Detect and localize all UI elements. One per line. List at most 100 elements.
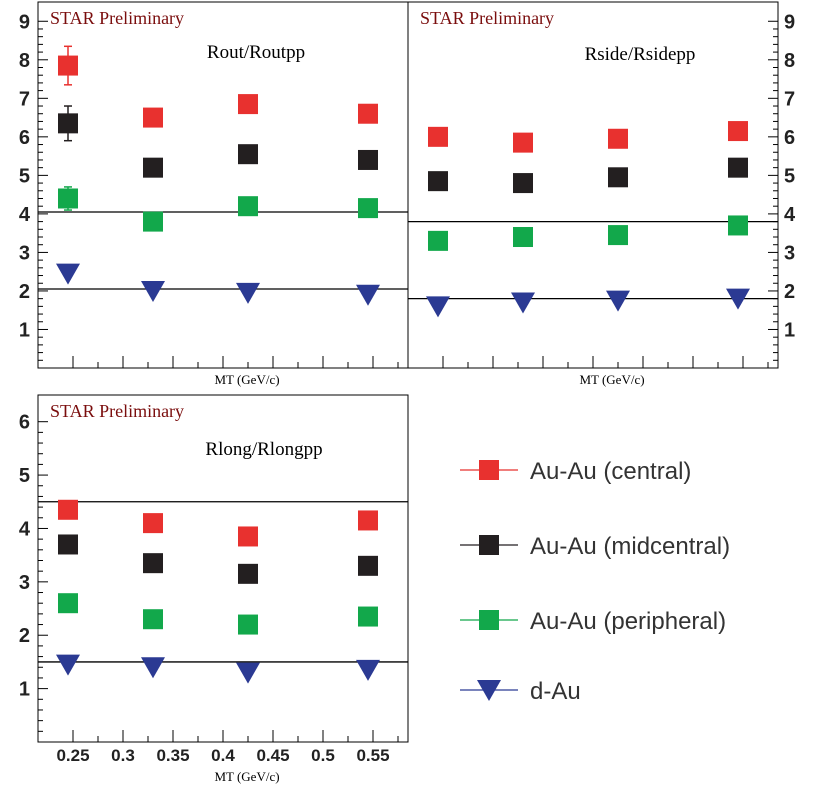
data-point-midcentral: [358, 555, 378, 576]
data-point-peripheral: [513, 227, 533, 248]
legend-marker: [479, 535, 499, 555]
x-axis-label: MT (GeV/c): [214, 372, 279, 387]
data-point-peripheral: [143, 609, 163, 630]
data-point-central: [58, 55, 78, 76]
x-tick-label: 0.35: [156, 746, 189, 765]
x-tick-label: 0.25: [56, 746, 89, 765]
star-preliminary-label: STAR Preliminary: [420, 8, 554, 28]
legend-item-d-au: d-Au: [460, 678, 581, 705]
data-point-midcentral: [728, 157, 748, 178]
x-axis-label: MT (GeV/c): [214, 769, 279, 784]
y-tick-label: 1: [19, 679, 30, 701]
data-point-peripheral: [428, 230, 448, 251]
y-tick-label: 2: [784, 281, 795, 303]
y-tick-label: 5: [784, 165, 795, 187]
data-point-d-au: [606, 290, 630, 312]
x-tick-label: 0.4: [211, 746, 235, 765]
data-point-midcentral: [238, 563, 258, 584]
y-tick-label: 1: [784, 319, 795, 341]
legend-marker: [477, 680, 501, 701]
y-tick-label: 5: [19, 165, 30, 187]
data-point-midcentral: [58, 113, 78, 134]
panel-title: Rlong/Rlongpp: [205, 439, 322, 460]
legend-label: Au-Au (central): [530, 458, 691, 485]
panel-rside: 1 2 3 4 5 6 7 8 9 MT (GeV/c) STAR Preliminary Rside…: [407, 1, 796, 387]
panel-title: Rout/Routpp: [207, 42, 305, 63]
data-point-peripheral: [728, 215, 748, 236]
data-point-midcentral: [238, 144, 258, 165]
y-tick-label: 4: [19, 518, 31, 540]
legend-item-midcentral: Au-Au (midcentral): [460, 533, 730, 560]
panel-title: Rside/Rsidepp: [585, 44, 696, 65]
x-tick-label: 0.5: [311, 746, 335, 765]
data-point-d-au: [141, 280, 165, 302]
y-tick-label: 2: [19, 625, 30, 647]
star-preliminary-label: STAR Preliminary: [50, 401, 184, 421]
y-tick-label: 1: [19, 319, 30, 341]
star-preliminary-label: STAR Preliminary: [50, 8, 184, 28]
data-point-central: [608, 128, 628, 149]
x-tick-label: 0.55: [356, 746, 389, 765]
y-tick-label: 2: [19, 281, 30, 303]
legend-label: d-Au: [530, 678, 581, 705]
data-point-central: [143, 513, 163, 534]
data-point-peripheral: [58, 188, 78, 209]
data-point-peripheral: [238, 614, 258, 635]
y-tick-label: 4: [784, 204, 796, 226]
y-tick-label: 5: [19, 465, 30, 487]
data-point-peripheral: [238, 196, 258, 217]
legend-marker: [479, 460, 499, 480]
y-tick-label: 6: [784, 127, 795, 149]
legend-label: Au-Au (midcentral): [530, 533, 730, 560]
data-point-central: [728, 121, 748, 142]
legend: Au-Au (central) Au-Au (midcentral) Au-Au (…: [460, 458, 730, 705]
legend-item-peripheral: Au-Au (peripheral): [460, 608, 726, 635]
data-point-central: [358, 510, 378, 531]
y-tick-label: 9: [784, 11, 795, 33]
y-tick-label: 9: [19, 11, 30, 33]
data-point-d-au: [726, 288, 750, 310]
y-tick-label: 7: [784, 88, 795, 110]
data-point-midcentral: [143, 157, 163, 178]
data-point-midcentral: [428, 171, 448, 192]
data-point-midcentral: [143, 553, 163, 574]
data-point-central: [238, 526, 258, 547]
data-point-d-au: [56, 654, 80, 676]
data-point-d-au: [511, 292, 535, 314]
data-point-peripheral: [358, 606, 378, 627]
data-point-d-au: [356, 284, 380, 306]
data-point-d-au: [236, 282, 260, 304]
y-tick-label: 8: [784, 50, 795, 72]
y-tick-label: 3: [19, 242, 30, 264]
data-point-central: [428, 126, 448, 147]
panel-rlong: 1 2 3 4 5 6 0.25 0.3 0.35 0.4 0.45 0.5 0.55 MT (GeV/c…: [19, 394, 409, 784]
x-axis-label: MT (GeV/c): [579, 372, 644, 387]
legend-label: Au-Au (peripheral): [530, 608, 726, 635]
x-tick-label: 0.45: [256, 746, 289, 765]
data-point-d-au: [236, 662, 260, 684]
data-point-central: [513, 132, 533, 153]
data-point-central: [358, 103, 378, 124]
data-point-d-au: [356, 659, 380, 681]
legend-marker: [479, 610, 499, 630]
y-tick-label: 3: [784, 242, 795, 264]
data-point-central: [238, 94, 258, 115]
data-point-midcentral: [513, 173, 533, 194]
y-tick-label: 8: [19, 50, 30, 72]
y-tick-label: 4: [19, 204, 31, 226]
legend-item-central: Au-Au (central): [460, 458, 691, 485]
data-point-d-au: [141, 657, 165, 679]
y-tick-label: 3: [19, 572, 30, 594]
data-point-peripheral: [143, 211, 163, 232]
data-point-midcentral: [58, 534, 78, 555]
data-point-d-au: [56, 263, 80, 285]
data-point-central: [143, 107, 163, 128]
panel-rout: 1 2 3 4 5 6 7 8 9 MT (GeV/c) STAR Preliminary Rout/…: [19, 1, 409, 387]
y-tick-label: 6: [19, 127, 30, 149]
data-point-peripheral: [358, 198, 378, 219]
x-tick-label: 0.3: [111, 746, 135, 765]
data-point-d-au: [426, 296, 450, 318]
data-point-midcentral: [608, 167, 628, 188]
y-tick-label: 7: [19, 88, 30, 110]
